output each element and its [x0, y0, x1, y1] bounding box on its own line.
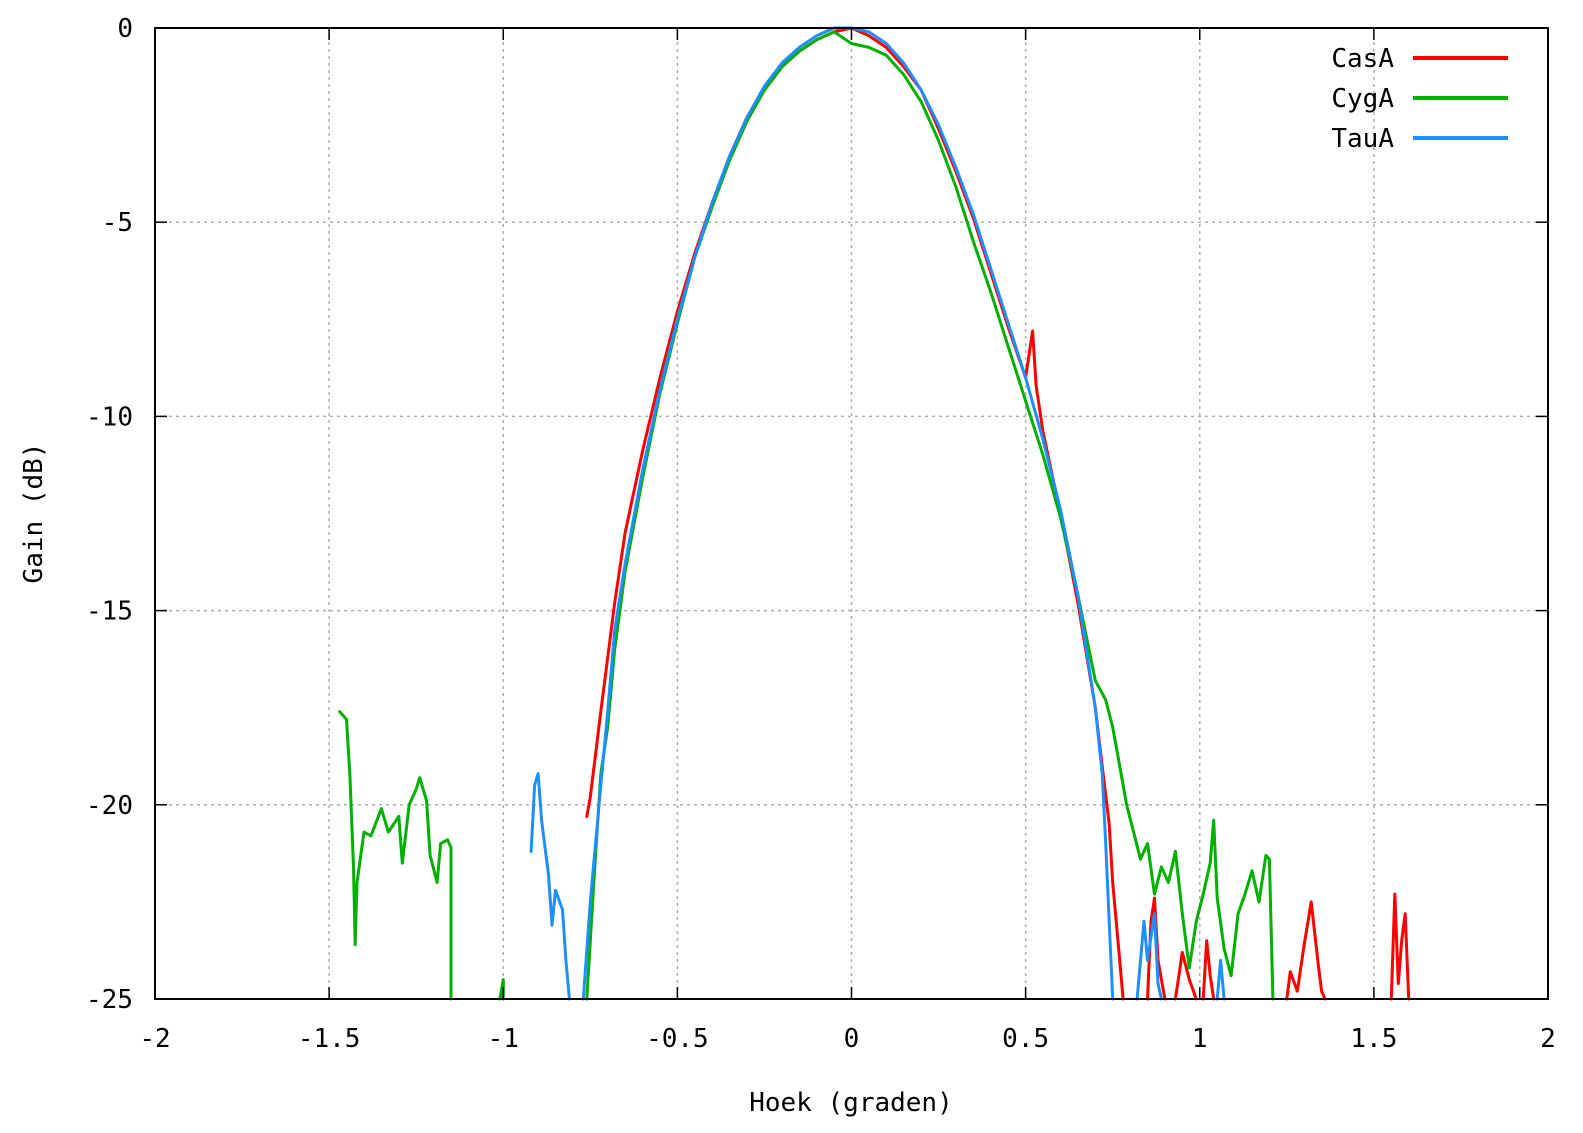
x-tick-label: -1.5 — [298, 1024, 361, 1054]
x-axis-label: Hoek (graden) — [749, 1088, 953, 1118]
series-line-cyga — [338, 710, 453, 1001]
series-line-cyga — [585, 30, 1275, 1001]
legend-label-casa: CasA — [1331, 44, 1394, 74]
y-tick-label: -15 — [86, 597, 133, 627]
x-tick-label: -0.5 — [646, 1024, 709, 1054]
y-axis-label: Gain (dB) — [19, 443, 49, 584]
grid — [155, 28, 1548, 999]
y-tick-labels: 0 -5 -10 -15 -20 -25 — [86, 14, 133, 1015]
series-line-casa — [1389, 892, 1411, 1001]
x-tick-label: -2 — [139, 1024, 170, 1054]
series-line-taua — [581, 26, 1115, 1001]
series-line-casa — [1173, 950, 1198, 1001]
series-line-taua — [1135, 912, 1163, 1001]
series-line-taua — [529, 772, 571, 1001]
x-tick-label: 0.5 — [1002, 1024, 1049, 1054]
y-tick-label: -5 — [102, 208, 133, 238]
legend-label-taua: TauA — [1331, 124, 1394, 154]
series-line-casa — [1201, 939, 1216, 1001]
x-tick-label: 1 — [1192, 1024, 1208, 1054]
series-line-casa — [585, 26, 1125, 1001]
series-line-taua — [1215, 958, 1226, 1001]
x-tick-label: 2 — [1540, 1024, 1556, 1054]
y-tick-label: -25 — [86, 985, 133, 1015]
legend: CasA CygA TauA — [1331, 44, 1508, 154]
x-tick-label: -1 — [488, 1024, 519, 1054]
y-tick-label: -10 — [86, 402, 133, 432]
legend-label-cyga: CygA — [1331, 84, 1394, 114]
x-tick-label: 1.5 — [1350, 1024, 1397, 1054]
y-tick-label: -20 — [86, 791, 133, 821]
series-layer — [338, 26, 1411, 1001]
series-line-casa — [1285, 900, 1327, 1001]
tick-marks — [154, 27, 1549, 1000]
x-tick-label: 0 — [844, 1024, 860, 1054]
x-tick-labels: -2 -1.5 -1 -0.5 0 0.5 1 1.5 2 — [139, 1024, 1555, 1054]
y-tick-label: 0 — [117, 14, 133, 44]
